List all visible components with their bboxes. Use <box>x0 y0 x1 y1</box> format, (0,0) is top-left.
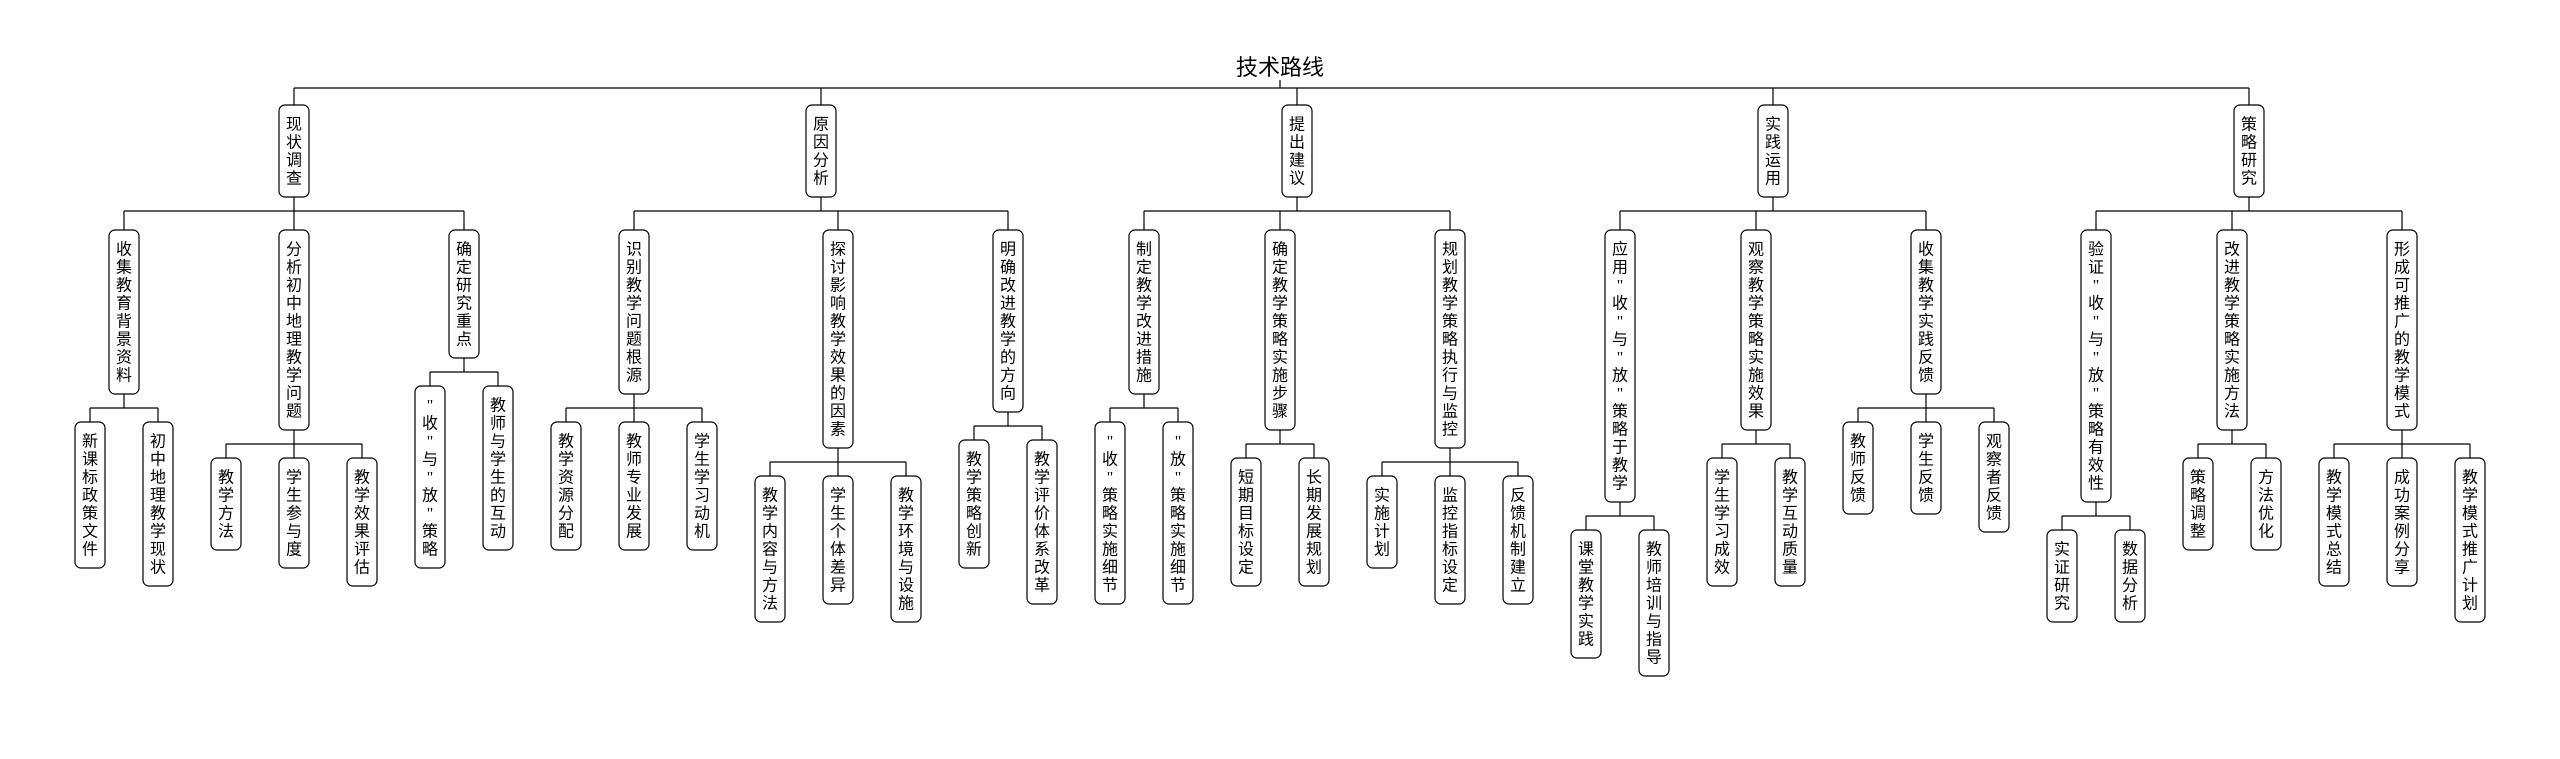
branch-2-child-2-label: 规划教学策略执行与监控 <box>1442 240 1458 438</box>
branch-4-child-0-leaf-1-label: 数据分析 <box>2122 540 2138 612</box>
branch-2-child-1-label: 确定教学策略实施步骤 <box>1272 240 1288 420</box>
branch-3-child-2-leaf-0-label: 教师反馈 <box>1850 432 1866 504</box>
branch-4-child-2-label: 形成可推广的教学模式 <box>2394 240 2410 420</box>
branch-4-child-2-leaf-0-label: 教学模式总结 <box>2326 468 2342 576</box>
branch-3-child-2-leaf-2-label: 观察者反馈 <box>1986 433 2002 522</box>
branch-1-child-0-leaf-0-label: 教学资源分配 <box>558 432 574 540</box>
branch-2-label: 提出建议 <box>1289 115 1305 187</box>
tree-diagram: 技术路线现状调查收集教育背景资料新课标政策文件 初中地理教学现状 分析初中地理教学问… <box>0 0 2560 759</box>
branch-1-child-2-leaf-1-label: 教学评价体系改革 <box>1034 450 1050 594</box>
branch-1-child-0-leaf-1-label: 教师专业发展 <box>626 432 642 540</box>
branch-4-child-1-leaf-0-label: 策略调整 <box>2190 468 2206 540</box>
branch-1-child-2-leaf-0-label: 教学策略创新 <box>966 450 982 558</box>
branch-2-child-1-leaf-0-label: 短期目标设定 <box>1238 468 1254 576</box>
branch-0-child-0-label: 收集教育背景资料 <box>116 240 132 384</box>
branch-2-child-2-leaf-2-label: 反馈机制建立 <box>1510 486 1526 594</box>
branch-1-child-1-leaf-1-label: 学生个体差异 <box>830 486 846 594</box>
branch-0-child-0-leaf-1-label: 初中地理教学现状 <box>150 432 166 576</box>
branch-0-label: 现状调查 <box>286 116 302 187</box>
branch-2-child-0-leaf-0-label: "收"策略实施细节 <box>1102 433 1118 594</box>
branch-0-child-2-label: 确定研究重点 <box>456 240 472 348</box>
branch-2-child-0-label: 制定教学改进措施 <box>1136 240 1152 384</box>
branch-0-child-1-leaf-0-label: 教学方法 <box>218 468 234 540</box>
branch-0-child-1-label: 分析初中地理教学问题 <box>286 240 302 420</box>
branch-3-child-1-label: 观察教学策略实施效果 <box>1748 241 1764 420</box>
root-title: 技术路线 <box>1236 55 1324 80</box>
branch-4-child-2-leaf-2-label: 教学模式推广计划 <box>2462 468 2478 612</box>
branch-1-child-1-leaf-0-label: 教学内容与方法 <box>762 486 778 612</box>
branch-3-child-2-leaf-1-label: 学生反馈 <box>1918 432 1934 504</box>
branch-1-label: 原因分析 <box>813 116 829 187</box>
branch-3-label: 实践运用 <box>1765 115 1781 187</box>
branch-1-child-0-label: 识别教学问题根源 <box>626 240 642 384</box>
branch-3-child-1-leaf-1-label: 教学互动质量 <box>1782 468 1798 576</box>
branch-0-child-0-leaf-0-label: 新课标政策文件 <box>82 432 98 558</box>
branch-4-child-0-leaf-0-label: 实证研究 <box>2054 540 2070 612</box>
branch-2-child-1-leaf-1-label: 长期发展规划 <box>1306 468 1322 576</box>
branch-3-child-0-leaf-1-label: 教师培训与指导 <box>1646 540 1662 666</box>
branch-3-child-2-label: 收集教学实践反馈 <box>1918 240 1934 384</box>
branch-4-child-1-leaf-1-label: 方法优化 <box>2258 468 2274 540</box>
branch-0-child-1-leaf-2-label: 教学效果评估 <box>354 468 370 576</box>
branch-4-child-1-label: 改进教学策略实施方法 <box>2224 240 2240 420</box>
branch-3-child-0-leaf-0-label: 课堂教学实践 <box>1578 540 1594 648</box>
branch-2-child-2-leaf-0-label: 实施计划 <box>1374 486 1390 558</box>
branch-1-child-2-label: 明确改进教学的方向 <box>1000 241 1016 402</box>
branch-2-child-0-leaf-1-label: "放"策略实施细节 <box>1170 433 1186 594</box>
branch-4-child-2-leaf-1-label: 成功案例分享 <box>2394 468 2410 576</box>
branch-0-child-2-leaf-1-label: 教师与学生的互动 <box>490 396 506 540</box>
branch-3-child-1-leaf-0-label: 学生学习成效 <box>1714 468 1730 576</box>
branch-4-label: 策略研究 <box>2241 115 2257 187</box>
branch-1-child-0-leaf-2-label: 学生学习动机 <box>694 432 710 540</box>
branch-2-child-2-leaf-1-label: 监控指标设定 <box>1442 486 1458 594</box>
branch-0-child-1-leaf-1-label: 学生参与度 <box>286 468 302 558</box>
branch-1-child-1-leaf-2-label: 教学环境与设施 <box>898 486 914 612</box>
branch-1-child-1-label: 探讨影响教学效果的因素 <box>830 240 846 438</box>
